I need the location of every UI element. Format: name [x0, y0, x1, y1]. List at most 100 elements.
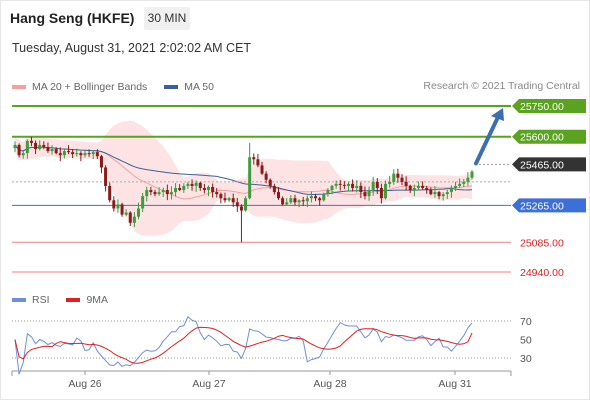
bollinger-band-area — [15, 120, 472, 237]
candle-body — [400, 177, 404, 182]
candle-body — [145, 190, 149, 197]
candle-body — [437, 192, 441, 197]
candle-body — [314, 196, 318, 199]
candle-body — [227, 198, 231, 201]
candle-body — [297, 200, 301, 203]
candle-body — [108, 185, 112, 201]
candle-body — [412, 187, 416, 191]
candle-body — [429, 190, 433, 195]
candle-body — [149, 190, 153, 193]
timeframe-badge[interactable]: 30 MIN — [144, 7, 190, 30]
candle-body — [157, 192, 161, 195]
legend-rsi-ma: 9MA — [66, 294, 108, 306]
candle-body — [235, 202, 239, 207]
level-tag-bg-25265.00 — [512, 198, 586, 213]
candle-body — [367, 190, 371, 197]
candle-body — [50, 149, 54, 152]
candle-body — [441, 194, 445, 197]
chart-title: Hang Seng (HKFE) — [10, 10, 135, 26]
candle-body — [425, 187, 429, 191]
candle-body — [21, 153, 25, 156]
candle-body — [25, 140, 29, 154]
candle-body — [83, 153, 87, 156]
level-tag-25600.00: 25600.00 — [520, 132, 564, 144]
candle-body — [281, 198, 285, 205]
level-tag-25750.00: 25750.00 — [520, 101, 564, 113]
ma50-line — [14, 144, 473, 195]
candle-body — [309, 196, 313, 199]
candle-body — [466, 177, 470, 182]
candle-body — [104, 167, 108, 186]
candle-body — [375, 181, 379, 188]
candle-body — [161, 190, 165, 193]
candle-body — [62, 151, 66, 156]
bollinger-swatch-icon — [12, 85, 26, 89]
candle-body — [289, 198, 293, 203]
candle-body — [116, 204, 120, 209]
rsi-legend: RSI 9MA — [12, 293, 122, 306]
candle-body — [174, 187, 178, 193]
level-tag-25265.00: 25265.00 — [520, 200, 564, 212]
candle-body — [95, 152, 99, 157]
candle-body — [326, 190, 330, 195]
candle-body — [219, 194, 223, 199]
legend-rsi-label: RSI — [32, 294, 50, 306]
candle-body — [338, 183, 342, 185]
rsi-tick-70: 70 — [520, 316, 532, 328]
candle-body — [248, 157, 252, 199]
level-tag-bg-25465.00 — [512, 157, 586, 172]
candle-body — [91, 152, 95, 155]
candle-body — [34, 142, 38, 150]
candle-body — [470, 171, 474, 178]
legend-rsi-ma-label: 9MA — [86, 294, 109, 306]
level-tag-bg-25600.00 — [512, 129, 586, 144]
rsi-tick-30: 30 — [520, 353, 532, 365]
candle-body — [371, 181, 375, 191]
candle-body — [396, 173, 400, 178]
candle-body — [421, 185, 425, 188]
legend-bollinger-label: MA 20 + Bollinger Bands — [32, 81, 148, 93]
candle-body — [462, 181, 466, 184]
candle-body — [239, 206, 243, 211]
candle-body — [334, 183, 338, 186]
candle-body — [392, 173, 396, 182]
x-axis: Aug 26 Aug 27 Aug 28 Aug 31 — [11, 370, 512, 390]
candle-body — [318, 198, 322, 201]
chart-datetime: Tuesday, August 31, 2021 2:02:02 AM CET — [12, 41, 252, 55]
candle-body — [272, 185, 276, 193]
legend-ma50: MA 50 — [164, 81, 214, 93]
forecast-arrow-head — [491, 108, 504, 121]
candle-body — [79, 153, 83, 156]
rsi-ma-line — [14, 326, 473, 364]
candle-body — [75, 153, 79, 155]
forecast-arrow — [474, 108, 504, 166]
candle-body — [416, 185, 420, 188]
candle-body — [301, 200, 305, 202]
candle-body — [169, 192, 173, 195]
candle-body — [67, 151, 71, 153]
candle-body — [178, 187, 182, 191]
candle-body — [13, 144, 17, 149]
x-tick-label: Aug 27 — [192, 378, 225, 390]
candle-body — [293, 198, 297, 203]
candle-body — [268, 179, 272, 186]
level-tag-24940.00: 24940.00 — [520, 267, 564, 279]
candle-body — [182, 185, 186, 191]
candle-body — [58, 153, 62, 156]
candle-body — [42, 144, 46, 147]
candle-body — [264, 173, 268, 180]
candle-body — [359, 185, 363, 193]
candle-body — [71, 152, 75, 155]
ma50-swatch-icon — [164, 85, 179, 89]
candle-body — [153, 192, 157, 195]
candle-body — [458, 183, 462, 186]
candle-body — [408, 185, 412, 191]
rsi-ma-swatch-icon — [66, 298, 81, 302]
candle-body — [363, 192, 367, 197]
moving-averages — [14, 144, 473, 200]
candle-body — [87, 153, 91, 155]
candle-body — [141, 196, 145, 209]
candle-body — [260, 165, 264, 174]
legend-ma50-label: MA 50 — [184, 81, 214, 93]
